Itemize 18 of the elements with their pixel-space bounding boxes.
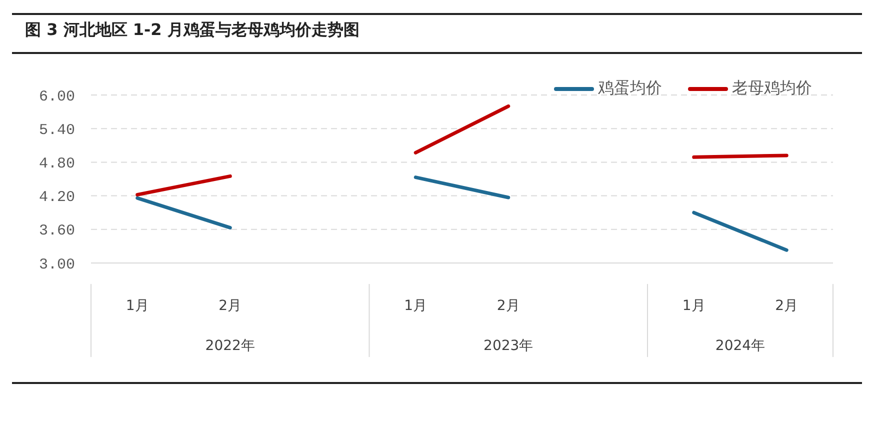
x-tick-label: 2月 bbox=[775, 298, 798, 314]
legend-label: 鸡蛋均价 bbox=[598, 78, 662, 99]
y-tick-label: 4.20 bbox=[38, 189, 75, 206]
chart-title: 图 3 河北地区 1-2 月鸡蛋与老母鸡均价走势图 bbox=[25, 20, 360, 41]
x-tick-label: 2月 bbox=[496, 298, 520, 314]
x-tick-label: 1月 bbox=[404, 298, 428, 314]
text: 2024年 bbox=[715, 338, 766, 354]
y-tick-label: 5.40 bbox=[38, 122, 75, 139]
x-tick-label: 2月 bbox=[218, 298, 242, 314]
y-tick-label: 3.00 bbox=[38, 256, 75, 274]
y-tick-label: 4.80 bbox=[38, 156, 75, 173]
x-tick-label: 1月 bbox=[682, 298, 706, 314]
y-tick-label: 6.00 bbox=[38, 88, 75, 106]
y-tick-label: 3.60 bbox=[38, 222, 75, 240]
text: 2022年 bbox=[205, 338, 255, 354]
legend-label: 老母鸡均价 bbox=[732, 78, 812, 99]
text: 2023年 bbox=[484, 338, 534, 354]
x-tick-label: 1月 bbox=[126, 298, 149, 314]
